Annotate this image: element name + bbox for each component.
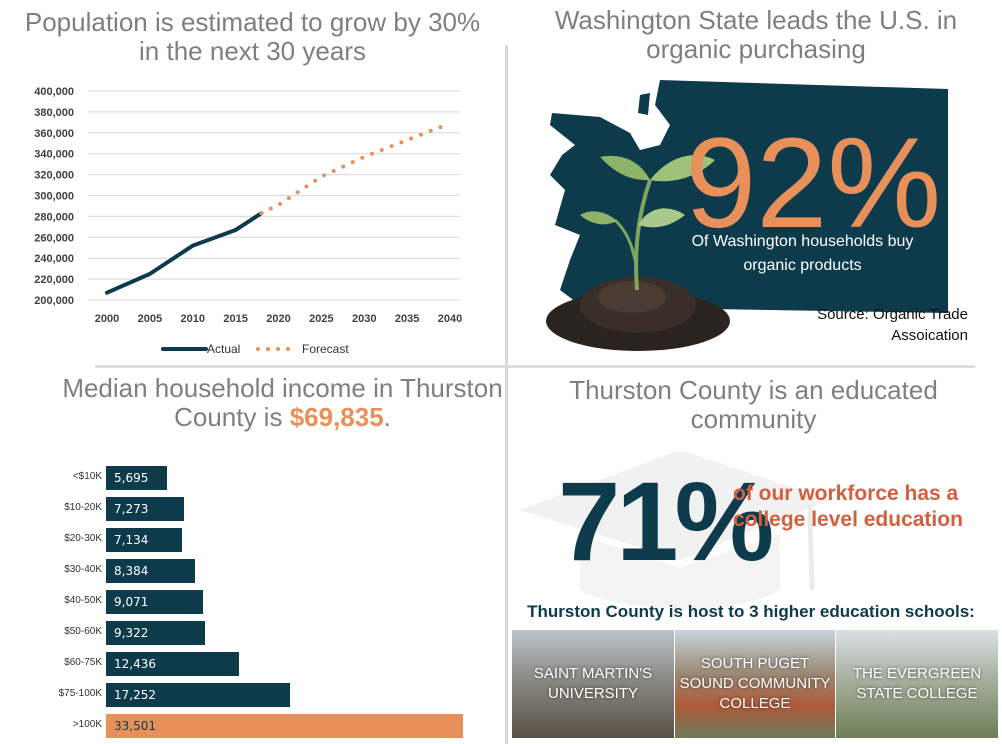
income-bar: 7,273 <box>106 497 184 521</box>
x-tick-label: 2015 <box>223 313 247 325</box>
bar-value-label: 17,252 <box>114 688 156 702</box>
bar-category-label: $10-20K <box>64 502 102 513</box>
organic-title: Washington State leads the U.S. in organ… <box>510 6 1002 64</box>
actual-series-line <box>105 211 264 295</box>
horizontal-divider <box>95 365 975 368</box>
organic-title-line2: organic purchasing <box>646 34 866 64</box>
organic-text-line1: Of Washington households buy <box>691 233 914 250</box>
y-tick-label: 200,000 <box>34 295 74 307</box>
bar-value-label: 12,436 <box>114 657 156 671</box>
school-saint-martins: SAINT MARTIN'S UNIVERSITY <box>512 630 674 738</box>
school-evergreen-state: THE EVERGREEN STATE COLLEGE <box>836 630 998 738</box>
organic-text-line2: organic products <box>743 257 862 274</box>
income-bar-chart: <$10K 5,695 $10-20K 7,273 $20-30K 7,134 $30-40… <box>0 466 505 744</box>
income-bar: 5,695 <box>106 466 167 490</box>
x-tick-label: 2025 <box>309 313 333 325</box>
population-title-line1: Population is estimated to grow by 30% <box>24 7 481 37</box>
x-tick-label: 2030 <box>352 313 376 325</box>
y-tick-label: 380,000 <box>34 107 74 119</box>
school-name-line3: COLLEGE <box>719 695 791 712</box>
x-tick-label: 2020 <box>266 313 290 325</box>
bar-category-label: $75-100K <box>58 688 102 699</box>
population-line-chart: 200,000 220,000 240,000 260,000 280,000 300,0… <box>34 86 462 356</box>
population-title-line2: in the next 30 years <box>139 36 366 66</box>
bar-value-label: 8,384 <box>114 564 149 578</box>
education-title: Thurston County is an educated community <box>505 376 1002 434</box>
organic-percent: 92% <box>685 112 942 255</box>
bar-category-label: $40-50K <box>64 595 102 606</box>
school-name-line2: UNIVERSITY <box>547 685 638 702</box>
legend-forecast-label: Forecast <box>302 342 349 356</box>
forecast-series-line <box>259 121 452 216</box>
y-tick-label: 260,000 <box>34 232 74 244</box>
washington-map <box>546 80 948 351</box>
bar-category-label: $50-60K <box>64 626 102 637</box>
income-bar: 7,134 <box>106 528 183 552</box>
x-tick-label: 2005 <box>138 313 162 325</box>
y-tick-label: 300,000 <box>34 191 74 203</box>
bar-value-label: 33,501 <box>114 719 156 733</box>
education-title-line1: Thurston County is an educated <box>569 375 938 405</box>
bar-value-label: 9,322 <box>114 626 149 640</box>
bar-category-label: $20-30K <box>64 533 102 544</box>
y-tick-label: 360,000 <box>34 128 74 140</box>
bar-value-label: 5,695 <box>114 471 149 485</box>
income-title-prefix: County is <box>174 402 290 432</box>
income-title-line1: Median household income in Thurston <box>62 373 503 403</box>
income-bar: 12,436 <box>106 652 239 676</box>
bar-category-label: <$10K <box>72 471 102 482</box>
x-tick-label: 2010 <box>181 313 205 325</box>
income-bar: 17,252 <box>106 683 290 707</box>
graduation-cap-icon <box>520 450 830 609</box>
income-bar: 33,501 <box>106 714 463 738</box>
education-text-line1: of our workforce has a <box>733 482 959 505</box>
x-tick-label: 2040 <box>438 313 462 325</box>
y-tick-label: 220,000 <box>34 274 74 286</box>
y-tick-label: 340,000 <box>34 149 74 161</box>
x-tick-label: 2035 <box>395 313 419 325</box>
bar-value-label: 7,134 <box>114 533 149 547</box>
schools-heading: Thurston County is host to 3 higher educ… <box>527 602 975 621</box>
x-tick-label: 2000 <box>95 313 119 325</box>
y-tick-label: 280,000 <box>34 211 74 223</box>
organic-source-line2: Assoication <box>891 327 968 344</box>
education-text: of our workforce has a college level edu… <box>733 481 993 533</box>
y-tick-label: 240,000 <box>34 253 74 265</box>
legend-actual-label: Actual <box>207 342 240 356</box>
bar-category-label: $60-75K <box>64 657 102 668</box>
income-bar: 9,071 <box>106 590 203 614</box>
bar-category-label: $30-40K <box>64 564 102 575</box>
y-tick-label: 320,000 <box>34 170 74 182</box>
income-bar: 9,322 <box>106 621 206 645</box>
income-bar: 8,384 <box>106 559 196 583</box>
y-tick-label: 400,000 <box>34 86 74 98</box>
school-name-line2: STATE COLLEGE <box>856 685 978 702</box>
income-title: Median household income in Thurston Coun… <box>20 374 545 432</box>
bar-value-label: 7,273 <box>114 502 149 516</box>
vertical-divider <box>505 45 508 744</box>
school-name-line1: THE EVERGREEN <box>852 665 982 682</box>
school-name-line2: SOUND COMMUNITY <box>679 675 831 692</box>
education-percent: 71% <box>558 459 774 584</box>
income-median-value: $69,835 <box>289 402 384 432</box>
organic-title-line1: Washington State leads the U.S. in <box>554 5 958 35</box>
income-title-line2: County is $69,835. <box>20 403 545 432</box>
population-title: Population is estimated to grow by 30% i… <box>0 8 505 66</box>
school-name-line1: SAINT MARTIN'S <box>533 665 653 682</box>
organic-source-line1: Source: Organic Trade <box>817 306 968 323</box>
bar-value-label: 9,071 <box>114 595 149 609</box>
school-south-puget-sound: SOUTH PUGET SOUND COMMUNITY COLLEGE <box>675 630 835 738</box>
school-name-line1: SOUTH PUGET <box>700 655 810 672</box>
education-title-line2: community <box>690 404 817 434</box>
organic-text: Of Washington households buy organic pro… <box>660 230 945 278</box>
education-text-line2: college level education <box>733 508 963 531</box>
bar-category-label: >100K <box>72 719 102 730</box>
organic-source: Source: Organic Trade Assoication <box>760 304 968 346</box>
income-title-suffix: . <box>383 402 391 432</box>
